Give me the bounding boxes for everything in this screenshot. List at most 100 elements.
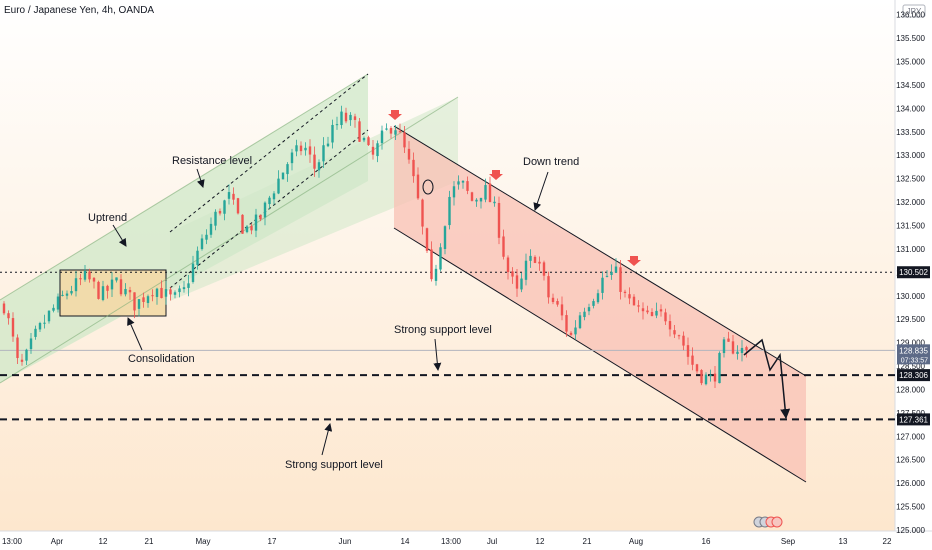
candle: [142, 292, 145, 308]
downtrend-lower-line[interactable]: [393, 227, 807, 483]
candle: [686, 337, 690, 365]
candle: [349, 112, 352, 126]
candle: [569, 331, 573, 336]
candle: [241, 214, 244, 234]
candle: [529, 249, 532, 268]
price-tick-label: 125.000: [896, 526, 925, 535]
candle: [277, 170, 280, 195]
candle: [502, 229, 505, 260]
candle: [326, 136, 330, 148]
event-markers[interactable]: [753, 516, 783, 528]
candle: [727, 331, 730, 342]
candle: [380, 125, 384, 150]
time-tick-label: 21: [583, 537, 592, 546]
candle: [389, 126, 393, 139]
candle: [340, 105, 343, 129]
highlight-circle[interactable]: [422, 179, 434, 195]
candle: [691, 347, 694, 371]
candle: [475, 198, 478, 207]
candle: [709, 369, 712, 382]
uptrend-upper-line[interactable]: [0, 73, 369, 301]
candle: [430, 241, 433, 282]
time-tick-label: 12: [536, 537, 545, 546]
time-tick-label: 22: [883, 537, 892, 546]
candle: [488, 176, 492, 203]
candle: [367, 135, 370, 147]
candle: [353, 113, 357, 128]
candle: [16, 334, 19, 364]
resistance-dashed-lower[interactable]: [169, 129, 369, 289]
projection-path[interactable]: [743, 338, 791, 419]
candle: [308, 139, 312, 163]
candle: [412, 152, 415, 183]
candle: [623, 289, 627, 298]
candle: [718, 351, 721, 384]
price-tick-label: 131.000: [896, 245, 925, 254]
candle: [511, 267, 514, 284]
currency-badge-label: JPY: [907, 7, 922, 16]
candle: [182, 281, 186, 293]
candle: [439, 243, 442, 272]
uptrend-label: Uptrend: [88, 212, 127, 224]
candle: [425, 227, 429, 254]
candle: [448, 190, 451, 230]
candle: [533, 255, 537, 264]
time-tick-label: 13: [839, 537, 848, 546]
price-tick-label: 128.000: [896, 385, 925, 394]
downtrend-upper-line[interactable]: [393, 125, 807, 377]
down-trend-label: Down trend: [523, 156, 579, 168]
candle: [191, 255, 195, 284]
chart-title: Euro / Japanese Yen, 4h, OANDA: [4, 5, 154, 16]
price-tick-label: 134.000: [896, 104, 925, 113]
price-tick-label: 135.500: [896, 34, 925, 43]
support-pointer-1: [433, 338, 442, 371]
price-tick-label: 127.500: [896, 409, 925, 418]
price-label-text: 128.306: [899, 371, 928, 380]
candle: [169, 287, 172, 301]
candle: [313, 146, 316, 177]
candle: [452, 181, 456, 206]
candle: [52, 304, 55, 313]
candle: [335, 116, 339, 130]
currency-badge[interactable]: [902, 4, 926, 18]
candle: [677, 334, 681, 340]
candle: [259, 214, 262, 222]
candle: [110, 272, 114, 298]
candle: [641, 302, 645, 320]
countdown-text: 07:33:57: [901, 357, 928, 364]
price-label: 130.502: [897, 266, 930, 279]
candle: [403, 125, 406, 153]
candle: [542, 260, 546, 281]
time-axis-background: [0, 531, 932, 550]
candle: [547, 271, 550, 304]
candle: [416, 167, 420, 200]
candle: [272, 191, 276, 205]
candle: [574, 320, 577, 340]
price-tick-label: 135.000: [896, 58, 925, 67]
time-tick-label: 21: [145, 537, 154, 546]
candle: [2, 301, 6, 316]
candle: [614, 258, 618, 273]
consolidation-box[interactable]: [59, 269, 167, 317]
candle: [263, 201, 267, 226]
candle: [119, 274, 123, 297]
candle: [695, 363, 699, 374]
candle: [722, 337, 726, 358]
candle: [196, 246, 199, 270]
candle: [83, 264, 87, 282]
candle: [281, 172, 285, 180]
candle: [497, 196, 501, 245]
candle: [88, 268, 91, 283]
strong-support-label-1: Strong support level: [394, 324, 492, 336]
candle: [371, 140, 375, 160]
candle: [146, 294, 150, 308]
resistance-dashed-upper[interactable]: [169, 73, 369, 233]
price-tick-label: 132.000: [896, 198, 925, 207]
candle: [133, 292, 136, 319]
price-axis-ticks: 125.000 125.500 126.000 126.500 127.000 127.5…: [896, 11, 925, 535]
candle: [79, 273, 82, 286]
candle: [479, 197, 483, 209]
candle: [619, 260, 622, 300]
candle: [11, 312, 15, 342]
